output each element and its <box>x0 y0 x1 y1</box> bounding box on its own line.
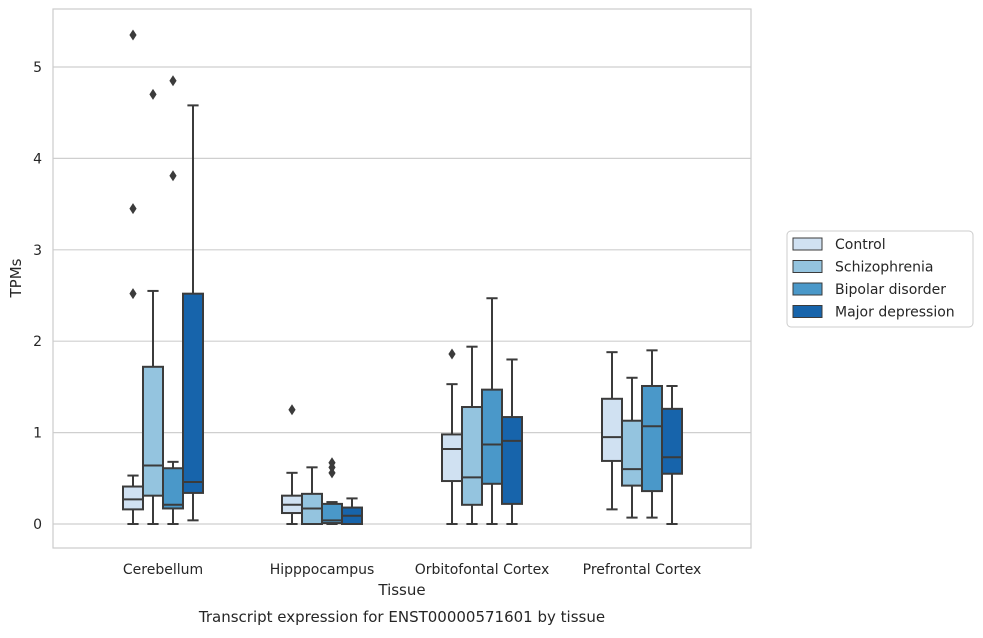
outlier-marker <box>129 203 137 215</box>
legend: Control Schizophrenia Bipolar disorder Majo… <box>786 230 974 328</box>
outlier-marker <box>169 75 177 87</box>
plot-frame <box>52 8 752 549</box>
legend-swatch-2 <box>792 260 823 273</box>
outlier-marker <box>288 404 296 416</box>
box-2-4 <box>621 376 643 519</box>
legend-label-3: Bipolar disorder <box>835 282 946 298</box>
x-tick-label-3: Orbitofontal Cortex <box>415 562 550 578</box>
box-4-3 <box>501 358 523 525</box>
y-tick-label-2: 2 <box>33 334 42 350</box>
legend-label-4: Major depression <box>835 305 955 321</box>
legend-swatch-4 <box>792 305 823 318</box>
box-1-2 <box>281 404 303 525</box>
box-4-1 <box>182 104 204 522</box>
box-body <box>122 485 144 511</box>
box-2-1 <box>142 88 164 525</box>
legend-swatch-3 <box>792 282 823 296</box>
box-body <box>142 365 164 497</box>
x-axis-label: Tissue <box>377 581 425 599</box>
box-2-2 <box>301 466 323 526</box>
box-body <box>661 407 683 475</box>
outlier-marker <box>169 170 177 182</box>
box-body <box>162 467 184 510</box>
figure-caption: Transcript expression for ENST0000057160… <box>198 608 605 626</box>
box-4-4 <box>661 384 683 525</box>
outlier-marker <box>328 457 336 469</box>
box-body <box>182 292 204 494</box>
outlier-marker <box>149 88 157 100</box>
boxes-layer <box>122 29 683 526</box>
outlier-marker <box>448 348 456 360</box>
box-4-2 <box>341 497 363 526</box>
y-tick-label-1: 1 <box>33 426 42 442</box>
box-body <box>501 416 523 505</box>
x-tick-label-4: Prefrontal Cortex <box>583 562 702 578</box>
box-body <box>641 384 663 493</box>
x-tick-label-2: Hipppocampus <box>270 562 375 578</box>
box-3-2 <box>321 457 343 525</box>
legend-swatch-1 <box>792 237 823 251</box>
y-tick-label-4: 4 <box>33 151 42 167</box>
legend-label-1: Control <box>835 237 886 253</box>
box-body <box>481 388 503 485</box>
y-tick-label-5: 5 <box>33 60 42 76</box>
outlier-marker <box>129 29 137 41</box>
box-body <box>441 433 463 483</box>
x-tick-labels: Cerebellum Hipppocampus Orbitofontal Corte… <box>123 562 701 578</box>
legend-frame <box>786 230 974 328</box>
y-tick-label-0: 0 <box>33 517 42 533</box>
box-body <box>621 419 643 487</box>
box-2-3 <box>461 345 483 525</box>
box-body <box>601 397 623 462</box>
outlier-marker <box>129 288 137 300</box>
box-body <box>461 406 483 506</box>
x-tick-label-1: Cerebellum <box>123 562 203 578</box>
box-1-1 <box>122 29 144 525</box>
box-1-3 <box>441 348 463 525</box>
legend-label-2: Schizophrenia <box>835 260 933 276</box>
y-tick-labels: 0 1 2 3 4 5 <box>33 60 42 533</box>
y-tick-label-3: 3 <box>33 243 42 259</box>
y-axis-label: TPMs <box>7 258 25 298</box>
